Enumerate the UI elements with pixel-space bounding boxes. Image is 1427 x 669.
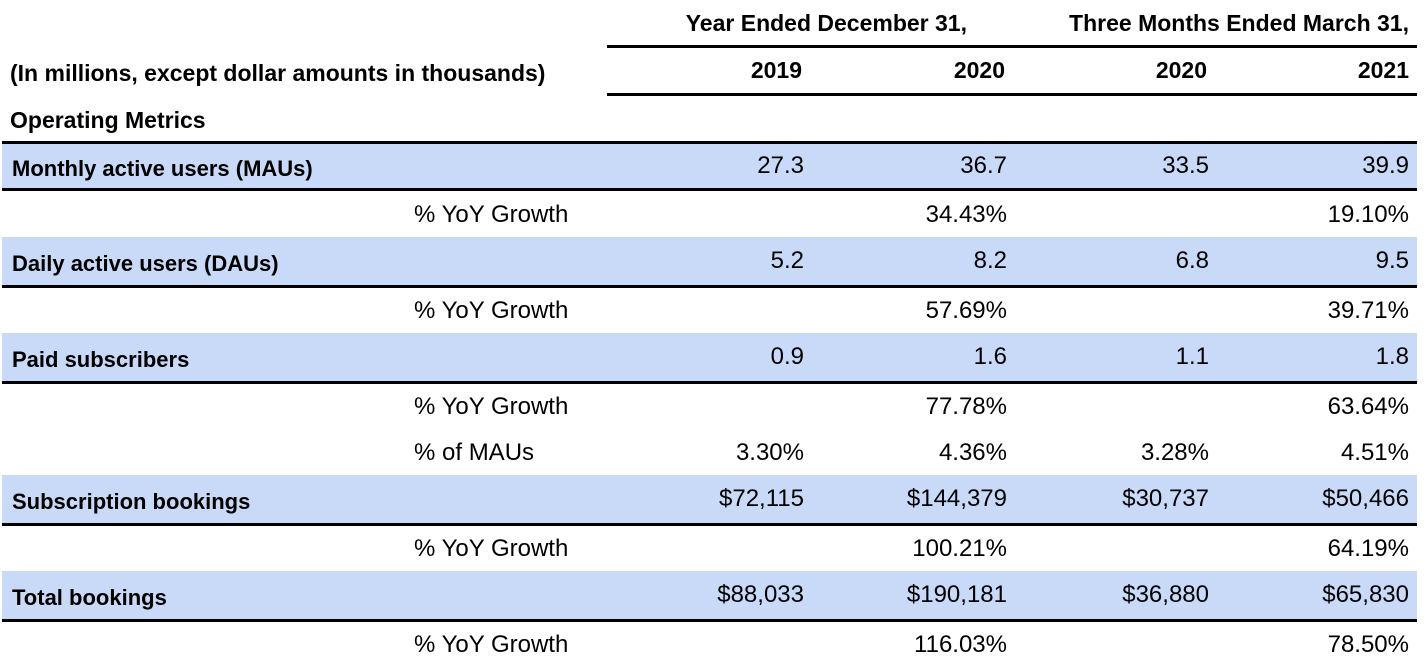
cell-2019: $88,033 [717,581,804,608]
cell-2020-annual: 100.21% [912,535,1007,562]
cell-2021-quarter: 39.9 [1362,152,1409,179]
cell-2021-quarter: $65,830 [1322,581,1409,608]
cell-2019: 27.3 [757,152,804,179]
header-year-2020-quarter: 2020 [1155,57,1207,83]
cell-2020-annual: $190,181 [906,581,1007,608]
table-row-dau-growth: % YoY Growth 57.69% 39.71% [2,288,1417,336]
cell-2020-annual: 34.43% [925,201,1007,228]
table-row-total-growth: % YoY Growth 116.03% 78.50% [2,622,1417,669]
table-row-paid-subscribers: Paid subscribers 0.9 1.6 1.1 1.8 [2,333,1417,384]
cell-2021-quarter: 39.71% [1327,297,1409,324]
table-row-mau-growth: % YoY Growth 34.43% 19.10% [2,191,1417,240]
cell-2019: $72,115 [719,485,804,512]
table-row-paid-pct-mau: % of MAUs 3.30% 4.36% 3.28% 4.51% [2,430,1417,478]
header-year-2021-quarter: 2021 [1357,57,1409,83]
cell-2020-annual: 57.69% [925,297,1007,324]
header-group-rule [607,45,1417,48]
cell-2020-quarter: 1.1 [1175,343,1209,370]
cell-2019: 5.2 [770,247,804,274]
row-label: Subscription bookings [12,489,251,514]
cell-2020-annual: 77.78% [925,393,1007,420]
row-sub-label: % YoY Growth [414,393,569,420]
header-group-year: Year Ended December 31, [685,10,967,36]
cell-2020-annual: 8.2 [973,247,1007,274]
row-label: Total bookings [12,585,167,610]
table-row-subscription-growth: % YoY Growth 100.21% 64.19% [2,526,1417,574]
row-label: Daily active users (DAUs) [12,251,279,276]
row-sub-label: % YoY Growth [414,297,569,324]
row-sub-label: % YoY Growth [414,535,569,562]
cell-2020-quarter: 3.28% [1140,439,1209,466]
table-row-mau: Monthly active users (MAUs) 27.3 36.7 33… [2,141,1417,191]
cell-2021-quarter: 9.5 [1375,247,1409,274]
cell-2020-quarter: $30,737 [1122,485,1209,512]
cell-2019: 0.9 [770,343,804,370]
table-row-total-bookings: Total bookings $88,033 $190,181 $36,880 … [2,571,1417,622]
table-row-paid-growth: % YoY Growth 77.78% 63.64% [2,384,1417,430]
section-title: Operating Metrics [10,107,206,133]
header-group-quarter: Three Months Ended March 31, [1069,10,1409,36]
table-row-subscription-bookings: Subscription bookings $72,115 $144,379 $… [2,475,1417,526]
cell-2020-quarter: 33.5 [1162,152,1209,179]
header-year-2019: 2019 [750,57,802,83]
cell-2020-quarter: 6.8 [1175,247,1209,274]
cell-2019: 3.30% [735,439,804,466]
cell-2021-quarter: 1.8 [1375,343,1409,370]
cell-2021-quarter: 63.64% [1327,393,1409,420]
header-year-2020-annual: 2020 [953,57,1005,83]
cell-2020-annual: $144,379 [906,485,1007,512]
row-label: Monthly active users (MAUs) [12,156,313,181]
cell-2021-quarter: 4.51% [1340,439,1409,466]
units-label: (In millions, except dollar amounts in t… [10,60,546,86]
header-year-rule [607,93,1417,96]
cell-2021-quarter: 19.10% [1327,201,1409,228]
cell-2020-annual: 1.6 [973,343,1007,370]
cell-2020-quarter: $36,880 [1122,581,1209,608]
cell-2021-quarter: $50,466 [1322,485,1409,512]
row-label: Paid subscribers [12,347,190,372]
cell-2020-annual: 4.36% [938,439,1007,466]
row-sub-label: % of MAUs [414,439,535,466]
table-row-dau: Daily active users (DAUs) 5.2 8.2 6.8 9.… [2,237,1417,288]
row-sub-label: % YoY Growth [414,631,569,658]
cell-2021-quarter: 64.19% [1327,535,1409,562]
cell-2021-quarter: 78.50% [1327,631,1409,658]
row-sub-label: % YoY Growth [414,201,569,228]
cell-2020-annual: 116.03% [914,631,1007,658]
cell-2020-annual: 36.7 [960,152,1007,179]
